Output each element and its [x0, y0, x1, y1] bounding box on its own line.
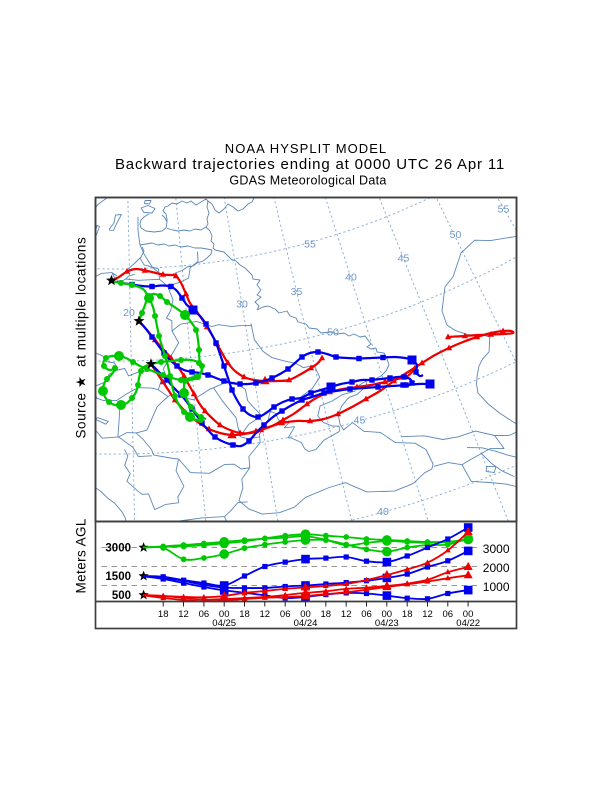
svg-text:45: 45 [354, 415, 366, 427]
svg-text:35: 35 [291, 286, 303, 298]
svg-text:1500: 1500 [105, 571, 131, 583]
svg-text:06: 06 [443, 609, 454, 620]
svg-text:04/23: 04/23 [375, 618, 399, 629]
svg-text:12: 12 [178, 609, 189, 620]
svg-text:50: 50 [450, 229, 462, 241]
svg-text:18: 18 [321, 609, 332, 620]
svg-text:18: 18 [402, 609, 413, 620]
svg-text:04/25: 04/25 [212, 618, 236, 629]
svg-text:45: 45 [398, 253, 410, 265]
svg-text:50: 50 [327, 327, 339, 339]
svg-text:12: 12 [260, 609, 271, 620]
svg-text:500: 500 [112, 590, 131, 602]
svg-text:2000: 2000 [483, 561, 510, 575]
svg-text:Meters AGL: Meters AGL [74, 518, 89, 593]
svg-text:GDAS Meteorological Data: GDAS Meteorological Data [229, 174, 386, 188]
svg-text:00: 00 [463, 609, 474, 620]
svg-text:18: 18 [239, 609, 250, 620]
svg-text:Backward trajectories ending a: Backward trajectories ending at 0000 UTC… [115, 156, 505, 173]
svg-text:06: 06 [361, 609, 372, 620]
svg-text:40: 40 [377, 506, 389, 518]
svg-text:1000: 1000 [483, 580, 510, 594]
svg-text:3000: 3000 [483, 542, 510, 556]
svg-text:55: 55 [304, 239, 316, 251]
svg-text:12: 12 [422, 609, 433, 620]
svg-text:Source ★ at multiple location: Source ★ at multiple locations [74, 237, 89, 439]
svg-text:NOAA HYSPLIT MODEL: NOAA HYSPLIT MODEL [225, 141, 387, 156]
svg-text:20: 20 [123, 307, 135, 319]
svg-text:06: 06 [280, 609, 291, 620]
svg-text:18: 18 [158, 609, 169, 620]
svg-text:55: 55 [498, 204, 510, 216]
svg-text:30: 30 [236, 299, 248, 311]
svg-text:3000: 3000 [105, 543, 131, 555]
svg-text:00: 00 [300, 609, 311, 620]
svg-text:40: 40 [345, 272, 357, 284]
svg-text:00: 00 [219, 609, 230, 620]
svg-text:06: 06 [199, 609, 210, 620]
svg-text:00: 00 [382, 609, 393, 620]
svg-text:12: 12 [341, 609, 352, 620]
svg-text:04/24: 04/24 [294, 618, 318, 629]
svg-text:04/22: 04/22 [456, 618, 480, 629]
